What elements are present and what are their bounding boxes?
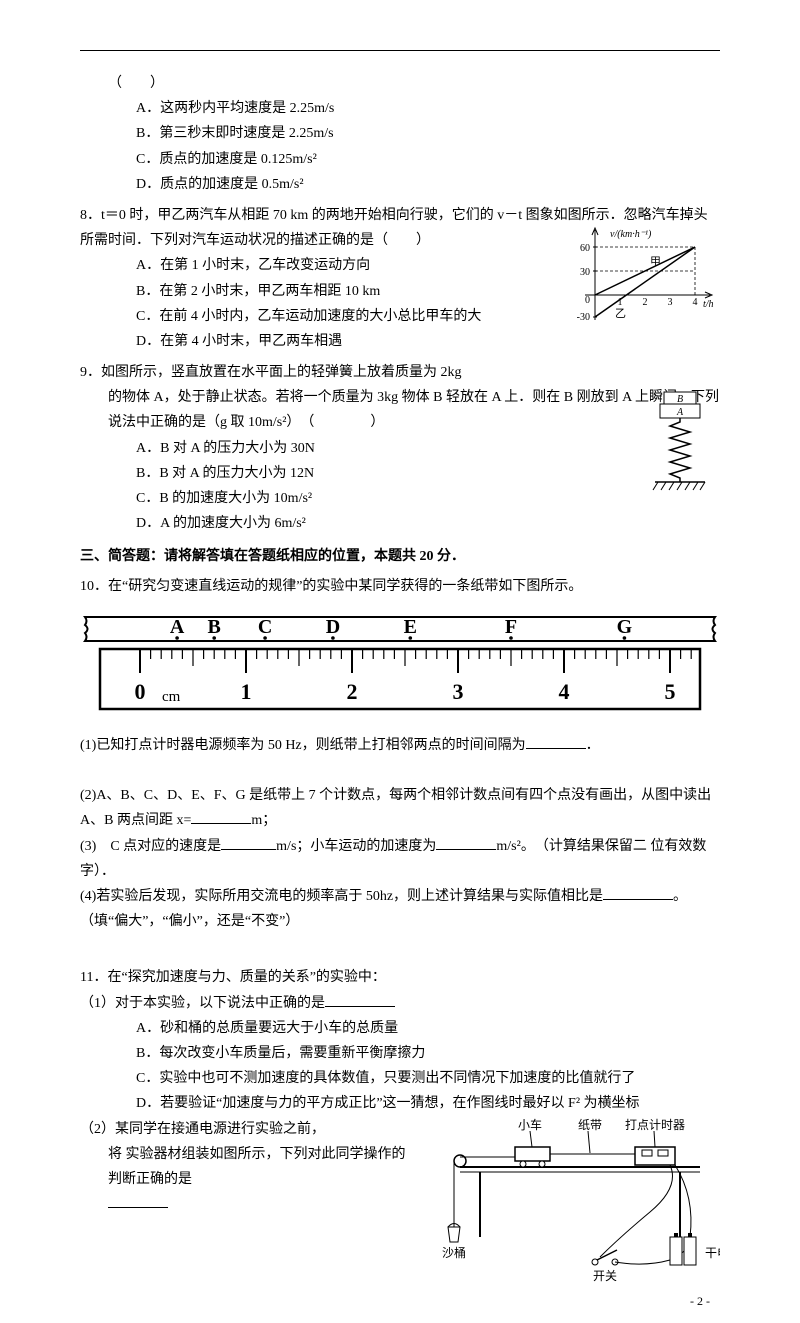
svg-text:打点计时器: 打点计时器 [625, 1118, 685, 1132]
q10-p4: (4)若实验后发现，实际所用交流电的频率高于 50hz，则上述计算结果与实际值相… [80, 884, 720, 934]
svg-text:0: 0 [135, 679, 146, 704]
svg-text:4: 4 [693, 297, 698, 308]
blank-q11-2 [108, 1193, 168, 1208]
q8-graph: 60 30 0 -30 1 2 3 4 甲 乙 v/(km· [570, 225, 720, 335]
q11-opt-b: B．每次改变小车质量后，需要重新平衡摩擦力 [136, 1041, 720, 1066]
blank-interval [526, 734, 586, 749]
q11-p1: （1）对于本实验，以下说法中正确的是 [80, 991, 720, 1016]
paren-blank: （ ） [80, 71, 720, 96]
ruler-svg: A B C D E F G 0 1 2 3 4 5 cm [80, 609, 720, 719]
svg-text:0: 0 [585, 295, 590, 306]
q7-opt-c: C．质点的加速度是 0.125m/s² [136, 147, 720, 172]
q9-opt-d: D．A 的加速度大小为 6m/s² [136, 511, 620, 536]
svg-text:B: B [677, 394, 683, 405]
q7-opt-b: B．第三秒末即时速度是 2.25m/s [136, 121, 720, 146]
svg-text:A: A [676, 407, 684, 418]
ytick-30: 30 [580, 267, 590, 278]
q9-stem1: 9．如图所示，竖直放置在水平面上的轻弹簧上放着质量为 2kg [80, 360, 720, 385]
svg-text:2: 2 [643, 297, 648, 308]
q11-stem: 11．在“探究加速度与力、质量的关系”的实验中： [80, 965, 720, 990]
svg-text:C: C [258, 616, 272, 638]
ruler-unit: cm [162, 689, 181, 705]
q9-opt-b: B．B 对 A 的压力大小为 12N [136, 461, 620, 486]
q10: 10．在“研究匀变速直线运动的规律”的实验中某同学获得的一条纸带如下图所示。 A… [80, 574, 720, 935]
svg-text:干电池: 干电池 [705, 1246, 720, 1260]
svg-text:G: G [617, 616, 633, 638]
svg-text:3: 3 [453, 679, 464, 704]
xlabel: t/h [703, 299, 714, 310]
q8-opt-a: A．在第 1 小时末，乙车改变运动方向 [136, 253, 560, 278]
svg-text:D: D [326, 616, 340, 638]
blank-x [191, 809, 251, 824]
q9: 9．如图所示，竖直放置在水平面上的轻弹簧上放着质量为 2kg 的物体 A，处于静… [80, 360, 720, 536]
q7-opt-d: D．质点的加速度是 0.5m/s² [136, 172, 720, 197]
svg-text:小车: 小车 [518, 1117, 542, 1132]
page: （ ） A．这两秒内平均速度是 2.25m/s B．第三秒末即时速度是 2.25… [0, 0, 800, 1323]
q11-opt-a: A．砂和桶的总质量要远大于小车的总质量 [136, 1016, 720, 1041]
blank-bias [603, 885, 673, 900]
q11-options: A．砂和桶的总质量要远大于小车的总质量 B．每次改变小车质量后，需要重新平衡摩擦… [80, 1016, 720, 1117]
q7-continued: （ ） A．这两秒内平均速度是 2.25m/s B．第三秒末即时速度是 2.25… [80, 71, 720, 197]
q8-opt-c: C．在前 4 小时内，乙车运动加速度的大小总比甲车的大 [136, 304, 560, 329]
experiment-svg: 小车 纸带 打点计时器 沙桶 [420, 1117, 720, 1287]
q10-p2: (2)A、B、C、D、E、F、G 是纸带上 7 个计数点，每两个相邻计数点间有四… [80, 783, 720, 833]
svg-text:3: 3 [668, 297, 673, 308]
svg-text:B: B [208, 616, 221, 638]
vt-graph-svg: 60 30 0 -30 1 2 3 4 甲 乙 v/(km· [570, 225, 720, 335]
ytick-60: 60 [580, 243, 590, 254]
label-yi: 乙 [615, 307, 626, 320]
page-number: - 2 - [690, 1291, 710, 1313]
q9-options: A．B 对 A 的压力大小为 30N B．B 对 A 的压力大小为 12N C．… [80, 436, 720, 537]
svg-text:开关: 开关 [593, 1269, 617, 1283]
svg-text:1: 1 [241, 679, 252, 704]
section3-title: 三、简答题：请将解答填在答题纸相应的位置，本题共 20 分． [80, 544, 720, 569]
q9-stem2: 的物体 A，处于静止状态。若将一个质量为 3kg 物体 B 轻放在 A 上．则在… [80, 385, 720, 435]
q7-opt-a: A．这两秒内平均速度是 2.25m/s [136, 96, 720, 121]
svg-text:2: 2 [347, 679, 358, 704]
q11-figure: 小车 纸带 打点计时器 沙桶 [420, 1117, 720, 1287]
q8: 8．t＝0 时，甲乙两汽车从相距 70 km 的两地开始相向行驶，它们的 v－t… [80, 203, 720, 354]
svg-text:5: 5 [665, 679, 676, 704]
ytick--30: -30 [577, 312, 590, 323]
q8-opt-d: D．在第 4 小时末，甲乙两车相遇 [136, 329, 560, 354]
q8-opt-b: B．在第 2 小时末，甲乙两车相距 10 km [136, 279, 560, 304]
label-jia: 甲 [650, 256, 661, 268]
blank-a [436, 835, 496, 850]
svg-text:A: A [170, 616, 185, 638]
q10-p1: (1)已知打点计时器电源频率为 50 Hz，则纸带上打相邻两点的时间间隔为． [80, 733, 720, 758]
q9-figure: B A [650, 390, 710, 500]
top-rule [80, 50, 720, 51]
blank-vc [221, 835, 276, 850]
ylabel: v/(km·h⁻¹) [610, 229, 652, 240]
svg-text:纸带: 纸带 [578, 1118, 602, 1132]
q9-opt-a: A．B 对 A 的压力大小为 30N [136, 436, 620, 461]
q10-p3: (3) C 点对应的速度是m/s；小车运动的加速度为m/s²。 （计算结果保留二… [80, 834, 720, 884]
spring-svg: B A [650, 390, 710, 500]
q10-stem: 10．在“研究匀变速直线运动的规律”的实验中某同学获得的一条纸带如下图所示。 [80, 574, 720, 599]
q9-opt-c: C．B 的加速度大小为 10m/s² [136, 486, 620, 511]
svg-text:4: 4 [559, 679, 570, 704]
svg-text:F: F [505, 616, 517, 638]
q11: 11．在“探究加速度与力、质量的关系”的实验中： （1）对于本实验，以下说法中正… [80, 965, 720, 1286]
q11-opt-d: D．若要验证“加速度与力的平方成正比”这一猜想，在作图线时最好以 F² 为横坐标 [136, 1091, 720, 1116]
ruler-figure: A B C D E F G 0 1 2 3 4 5 cm [80, 609, 720, 719]
svg-text:E: E [404, 616, 417, 638]
blank-q11-1 [325, 992, 395, 1007]
q7-options: A．这两秒内平均速度是 2.25m/s B．第三秒末即时速度是 2.25m/s … [80, 96, 720, 197]
q11-opt-c: C．实验中也可不测加速度的具体数值，只要测出不同情况下加速度的比值就行了 [136, 1066, 720, 1091]
svg-text:沙桶: 沙桶 [442, 1245, 466, 1260]
